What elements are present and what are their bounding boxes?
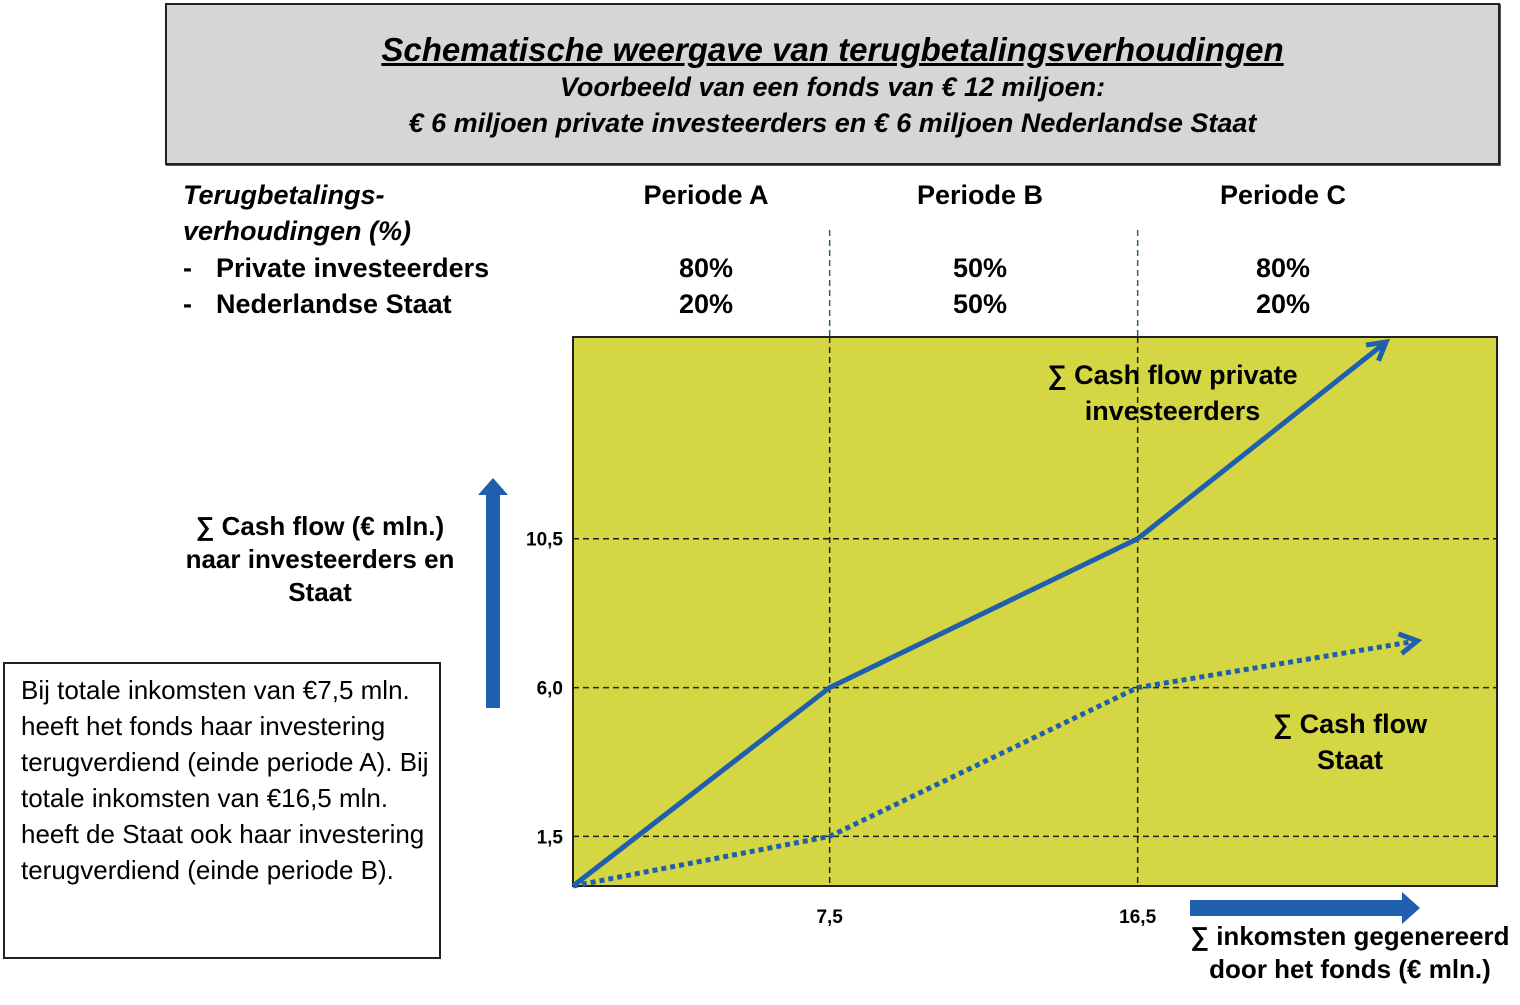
subtitle-1: Voorbeeld van een fonds van € 12 miljoen…	[559, 72, 1106, 102]
y-axis-arrow-icon	[478, 478, 508, 708]
y-axis-label: ∑ Cash flow (€ mln.) naar investeerders …	[160, 510, 480, 609]
series-label-line: Staat	[1316, 745, 1384, 775]
explanation-note: Bij totale inkomsten van €7,5 mln. heeft…	[3, 662, 441, 959]
y-tick-label: 10,5	[526, 530, 563, 551]
y-tick-label: 1,5	[537, 827, 564, 848]
pct-staat-a: 20%	[678, 289, 734, 319]
row-bullet: -	[183, 253, 192, 283]
pct-private-a: 80%	[678, 253, 734, 283]
series-line-private	[571, 338, 1390, 888]
series-label-private: ∑ Cash flow private investeerders	[1000, 357, 1345, 429]
pct-staat-b: 50%	[952, 289, 1008, 319]
period-c: Periode C	[1219, 180, 1347, 210]
pct-staat-c: 20%	[1255, 289, 1311, 319]
row-label-staat: Nederlandse Staat	[216, 289, 452, 319]
plot-area	[572, 336, 1498, 887]
series-label-line: ∑ Cash flow	[1272, 709, 1428, 739]
subtitle-2: € 6 miljoen private investeerders en € 6…	[408, 108, 1257, 138]
x-axis-arrow-icon	[1190, 892, 1420, 924]
series-line-staat	[572, 631, 1423, 889]
pct-private-b: 50%	[952, 253, 1008, 283]
y-tick-label: 6,0	[537, 679, 563, 700]
period-a: Periode A	[643, 180, 769, 210]
y-axis-label-line: naar investeerders en	[185, 544, 455, 574]
x-axis-label: ∑ inkomsten gegenereerd door het fonds (…	[1150, 920, 1520, 986]
row-label-private: Private investeerders	[216, 253, 490, 283]
row-bullet: -	[183, 289, 192, 319]
x-tick-label: 7,5	[816, 907, 843, 928]
chart-title: Schematische weergave van terugbetalings…	[381, 31, 1284, 68]
table-label-2: verhoudingen (%)	[183, 216, 411, 246]
x-axis-label-line: ∑ inkomsten gegenereerd	[1190, 921, 1510, 951]
series-label-staat: ∑ Cash flow Staat	[1230, 706, 1470, 778]
series-label-line: investeerders	[1084, 396, 1261, 426]
x-axis-label-line: door het fonds (€ mln.)	[1209, 954, 1491, 984]
period-b: Periode B	[916, 180, 1044, 210]
header-box: Schematische weergave van terugbetalings…	[165, 3, 1500, 165]
y-axis-label-line: Staat	[288, 577, 352, 607]
x-tick-label: 16,5	[1119, 907, 1156, 928]
series-label-line: ∑ Cash flow private	[1047, 360, 1298, 390]
y-axis-label-line: ∑ Cash flow (€ mln.)	[195, 511, 445, 541]
pct-private-c: 80%	[1255, 253, 1311, 283]
table-label-1: Terugbetalings-	[183, 180, 385, 210]
